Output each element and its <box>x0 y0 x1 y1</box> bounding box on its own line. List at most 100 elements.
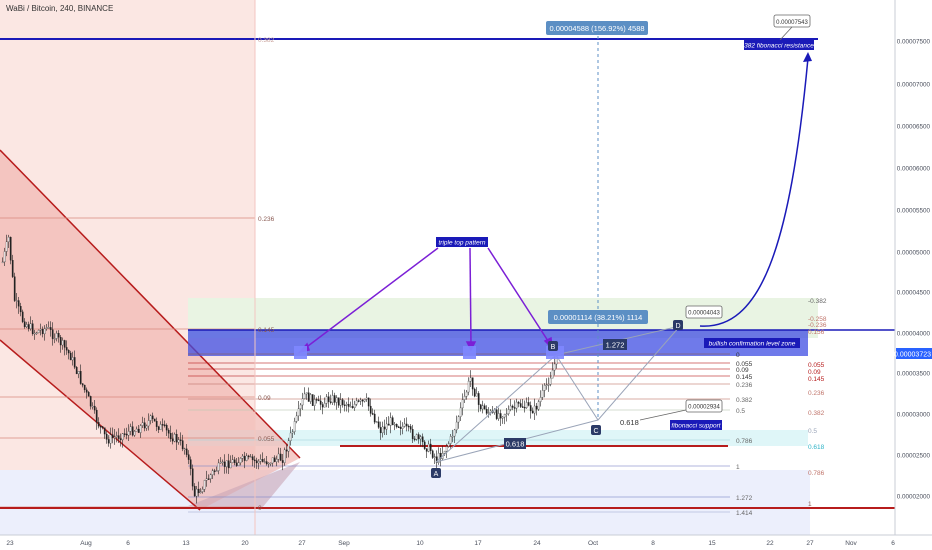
time-tick: Aug <box>80 540 92 547</box>
target-leader <box>779 26 793 41</box>
fib-mid-label: 1.414 <box>736 510 753 517</box>
fib-left-label: 0.382 <box>258 37 275 44</box>
abcd-pattern <box>435 325 681 463</box>
measure-small-label: 0.00001114 (38.21%) 1114 <box>554 313 643 322</box>
time-tick: 17 <box>474 540 482 547</box>
ratio-0618-left: 0.618 <box>506 440 525 449</box>
fib-right-label: 0.145 <box>808 376 825 383</box>
fib-support-label: fibonacci support <box>671 423 721 430</box>
time-tick: 15 <box>708 540 716 547</box>
fib-right-label: -0.236 <box>808 322 827 329</box>
price-tick: 0.00007500 <box>897 39 931 46</box>
fib-left-label: 0.145 <box>258 327 275 334</box>
fib-right-label: 0.236 <box>808 390 825 397</box>
triple-top-label: triple top pattern <box>439 240 486 247</box>
time-axis-ticks: 23 Aug 6 13 20 27 Sep 10 17 24 Oct 8 15 22 27 Nov 6 <box>6 540 895 547</box>
time-tick: 13 <box>182 540 190 547</box>
fib-left-label: 0.055 <box>258 436 275 443</box>
bullish-zone-bg <box>704 338 800 348</box>
fib-right-label: -0.258 <box>808 316 827 323</box>
ratio-0618-left-bg <box>504 438 526 449</box>
point-d-marker <box>673 320 683 330</box>
current-price-label: 0.00003723 <box>894 352 931 359</box>
current-price-badge <box>896 348 932 359</box>
point-c-leader <box>639 409 687 421</box>
time-tick: Sep <box>338 540 350 547</box>
time-axis-bg <box>0 535 932 550</box>
ratio-1272: 1.272 <box>606 341 625 350</box>
projection-arrowhead <box>803 52 812 62</box>
fib-right-label: 1 <box>808 501 812 508</box>
top-marker-1 <box>294 346 307 359</box>
fib-mid-label: 0.236 <box>736 382 753 389</box>
ratio-0618-right: 0.618 <box>620 418 639 427</box>
channel-lower-line <box>0 339 201 511</box>
fib-mid-label: 0.09 <box>736 367 749 374</box>
price-tick: 0.00002500 <box>897 453 931 460</box>
point-c-marker <box>591 425 601 435</box>
time-tick: 27 <box>298 540 306 547</box>
point-a-label: A <box>434 471 439 478</box>
fib-left-label: 0.236 <box>258 216 275 223</box>
ratio-1272-bg <box>603 339 627 350</box>
fib-mid-label: 1 <box>736 464 740 471</box>
point-c-callout <box>685 399 723 413</box>
point-c-value: 0.00002934 <box>688 405 720 411</box>
point-d-label: D <box>675 323 680 330</box>
fib-right-label: 0.618 <box>808 444 825 451</box>
fib-right-extra-label: 0.156 <box>808 329 825 336</box>
fib-resistance-label: 382 fibonacci resistance <box>744 43 814 50</box>
target-value: 0.00007543 <box>776 20 808 26</box>
triple-top-bg <box>436 237 488 247</box>
time-tick: 20 <box>241 540 249 547</box>
fib-right-label: 0.09 <box>808 369 821 376</box>
fib-mid-label: 0.5 <box>736 408 745 415</box>
triple-top-arrows <box>297 247 553 354</box>
measure-big-label: 0.00004588 (156.92%) 4588 <box>549 24 644 33</box>
fib-mid-label: 0.786 <box>736 438 753 445</box>
fib-left-label: 0 <box>258 505 262 512</box>
fib-resistance-bg <box>744 40 814 50</box>
fib-mid-label: 0 <box>736 352 740 359</box>
time-tick: 24 <box>533 540 541 547</box>
time-tick: 22 <box>766 540 774 547</box>
price-tick: 0.00002000 <box>897 494 931 501</box>
price-candles <box>1 234 558 504</box>
fib-level-labels: 0.3820.2360.1450.090.055000.0550.090.145… <box>258 37 827 517</box>
time-tick: Oct <box>588 540 598 547</box>
time-tick: 27 <box>806 540 814 547</box>
fib-right-label: 0.055 <box>808 362 825 369</box>
price-axis-ticks: 0.00007500 0.00007000 0.00006500 0.00006000… <box>897 39 931 501</box>
fib-mid-label: 0.145 <box>736 374 753 381</box>
price-axis-bg <box>895 0 932 535</box>
price-tick: 0.00004500 <box>897 290 931 297</box>
point-d-value: 0.00004043 <box>688 311 720 317</box>
fib-mid-label: 0.055 <box>736 361 753 368</box>
top-marker-2 <box>463 346 476 359</box>
point-c-label: C <box>593 428 598 435</box>
time-tick: 8 <box>651 540 655 547</box>
point-b-marker <box>548 341 558 351</box>
descending-channel <box>0 150 300 510</box>
price-tick: 0.00006500 <box>897 124 931 131</box>
price-tick: 0.00005500 <box>897 208 931 215</box>
fib-mid-label: 1.272 <box>736 495 753 502</box>
time-tick: 6 <box>126 540 130 547</box>
projection-curve <box>699 57 809 327</box>
price-tick: 0.00004000 <box>897 331 931 338</box>
price-tick: 0.00007000 <box>897 82 931 89</box>
fib-left-label: 0.09 <box>258 395 271 402</box>
point-a-marker <box>431 468 441 478</box>
channel-lower-fill <box>188 462 300 508</box>
price-tick: 0.00003500 <box>897 371 931 378</box>
price-tick: 0.00003000 <box>897 412 931 419</box>
fib-mid-lines <box>188 353 730 513</box>
fib-right-label: -0.382 <box>808 298 827 305</box>
measure-small-bg <box>548 310 648 324</box>
fib-right-label: 0.786 <box>808 470 825 477</box>
fib-right-label: 0.382 <box>808 410 825 417</box>
time-tick: 6 <box>891 540 895 547</box>
channel-upper-line <box>0 149 301 459</box>
fib-right-label: 0.5 <box>808 428 817 435</box>
